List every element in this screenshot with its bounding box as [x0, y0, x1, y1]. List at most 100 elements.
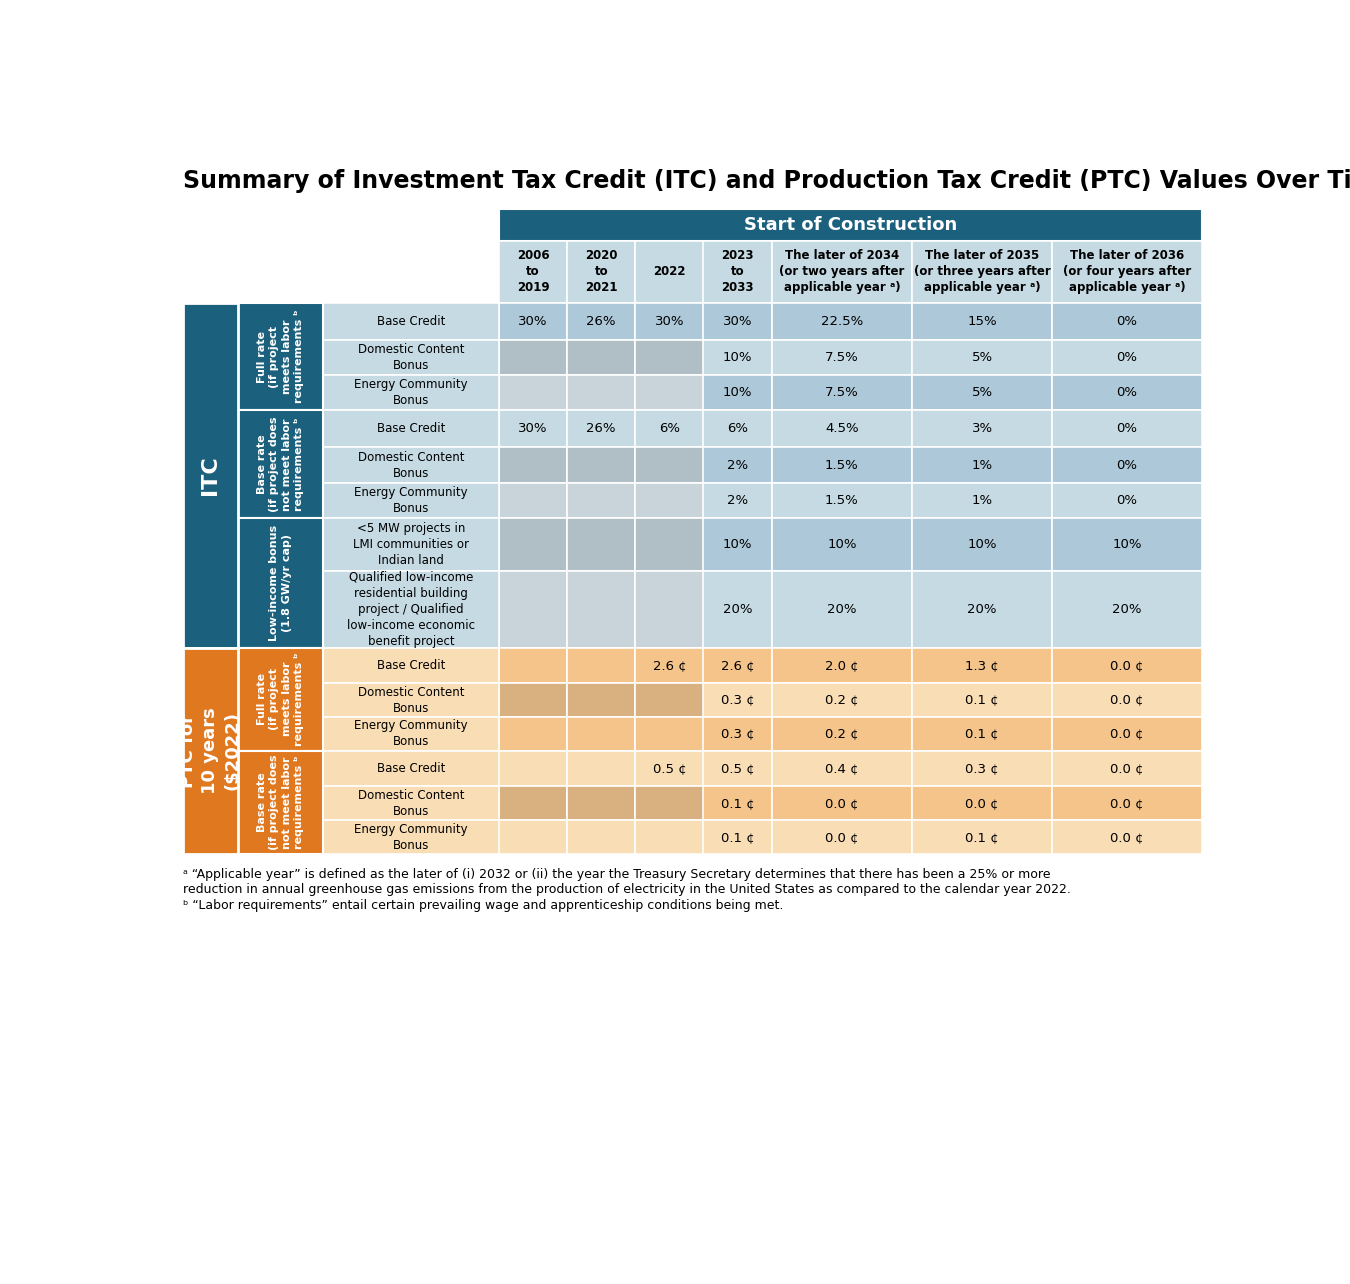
Bar [703, 447, 772, 483]
Bar [567, 519, 636, 570]
Bar [636, 683, 703, 716]
Bar [772, 716, 913, 751]
Bar [182, 647, 238, 854]
Text: Base Credit: Base Credit [377, 761, 446, 776]
Bar [323, 786, 500, 820]
Text: 0.3 ¢: 0.3 ¢ [721, 728, 755, 741]
Text: 0.1 ¢: 0.1 ¢ [721, 831, 755, 844]
Bar [772, 447, 913, 483]
Text: 0.1 ¢: 0.1 ¢ [965, 831, 999, 844]
Bar [323, 683, 500, 716]
Bar [1052, 570, 1202, 647]
Text: ᵃ “Applicable year” is defined as the later of (i) 2032 or (ii) the year the Tre: ᵃ “Applicable year” is defined as the la… [182, 868, 1050, 881]
Bar [567, 340, 636, 375]
Bar [703, 751, 772, 786]
Bar [913, 820, 1052, 854]
Bar [500, 570, 567, 647]
Text: 0.0 ¢: 0.0 ¢ [1110, 659, 1143, 672]
Bar [703, 241, 772, 303]
Text: 30%: 30% [655, 315, 684, 327]
Bar [567, 647, 636, 683]
Text: 1.5%: 1.5% [825, 494, 859, 507]
Text: Energy Community
Bonus: Energy Community Bonus [354, 379, 467, 407]
Bar [500, 411, 567, 447]
Bar [703, 519, 772, 570]
Text: 10%: 10% [722, 386, 752, 399]
Bar [323, 303, 500, 340]
Text: 2023
to
2033: 2023 to 2033 [721, 249, 753, 294]
Bar [636, 447, 703, 483]
Bar [323, 483, 500, 519]
Bar [500, 209, 1202, 241]
Bar [772, 647, 913, 683]
Text: PTC for
10 years
($2022): PTC for 10 years ($2022) [180, 707, 242, 795]
Bar [703, 647, 772, 683]
Text: 0%: 0% [1116, 422, 1138, 435]
Bar [323, 647, 500, 683]
Bar [913, 570, 1052, 647]
Bar [567, 483, 636, 519]
Text: 2.6 ¢: 2.6 ¢ [652, 659, 686, 672]
Text: 1%: 1% [972, 458, 992, 471]
Text: 0%: 0% [1116, 351, 1138, 363]
Bar [772, 340, 913, 375]
Text: 22.5%: 22.5% [821, 315, 863, 327]
Text: 20%: 20% [1112, 602, 1142, 615]
Text: 0.0 ¢: 0.0 ¢ [965, 796, 999, 810]
Text: 7.5%: 7.5% [825, 351, 859, 363]
Text: <5 MW projects in
LMI communities or
Indian land: <5 MW projects in LMI communities or Ind… [352, 523, 468, 568]
Text: 0.4 ¢: 0.4 ¢ [825, 761, 859, 776]
Bar [238, 411, 323, 519]
Text: 6%: 6% [728, 422, 748, 435]
Text: 30%: 30% [518, 315, 548, 327]
Bar [1052, 683, 1202, 716]
Text: 0.0 ¢: 0.0 ¢ [825, 796, 859, 810]
Text: Energy Community
Bonus: Energy Community Bonus [354, 823, 467, 851]
Text: ᵇ “Labor requirements” entail certain prevailing wage and apprenticeship conditi: ᵇ “Labor requirements” entail certain pr… [182, 899, 783, 912]
Bar [238, 647, 323, 751]
Bar [772, 683, 913, 716]
Text: Domestic Content
Bonus: Domestic Content Bonus [358, 343, 464, 372]
Text: 15%: 15% [968, 315, 996, 327]
Bar [636, 570, 703, 647]
Bar [913, 483, 1052, 519]
Bar [913, 411, 1052, 447]
Bar [1052, 447, 1202, 483]
Bar [500, 820, 567, 854]
Bar [703, 820, 772, 854]
Bar [636, 340, 703, 375]
Bar [1052, 519, 1202, 570]
Bar [1052, 786, 1202, 820]
Text: Base rate
(if project does
not meet labor
requirements ᵇ: Base rate (if project does not meet labo… [256, 755, 304, 850]
Bar [567, 683, 636, 716]
Text: 0.5 ¢: 0.5 ¢ [721, 761, 755, 776]
Text: 1%: 1% [972, 494, 992, 507]
Bar [636, 303, 703, 340]
Bar [772, 570, 913, 647]
Bar [182, 209, 500, 303]
Bar [567, 716, 636, 751]
Bar [1052, 411, 1202, 447]
Bar [323, 340, 500, 375]
Bar [772, 751, 913, 786]
Bar [238, 751, 323, 854]
Bar [913, 447, 1052, 483]
Bar [703, 375, 772, 411]
Text: 6%: 6% [659, 422, 680, 435]
Bar [636, 483, 703, 519]
Bar [913, 375, 1052, 411]
Text: Full rate
(if project
meets labor
requirements ᵇ: Full rate (if project meets labor requir… [256, 309, 304, 403]
Text: ITC: ITC [200, 456, 220, 496]
Text: 30%: 30% [518, 422, 548, 435]
Bar [238, 519, 323, 647]
Bar [636, 786, 703, 820]
Text: 10%: 10% [722, 538, 752, 551]
Bar [500, 716, 567, 751]
Text: Summary of Investment Tax Credit (ITC) and Production Tax Credit (PTC) Values Ov: Summary of Investment Tax Credit (ITC) a… [182, 168, 1350, 193]
Text: 2%: 2% [728, 494, 748, 507]
Text: Energy Community
Bonus: Energy Community Bonus [354, 719, 467, 749]
Bar [772, 375, 913, 411]
Bar [323, 820, 500, 854]
Text: 0.0 ¢: 0.0 ¢ [1110, 693, 1143, 706]
Text: 0%: 0% [1116, 315, 1138, 327]
